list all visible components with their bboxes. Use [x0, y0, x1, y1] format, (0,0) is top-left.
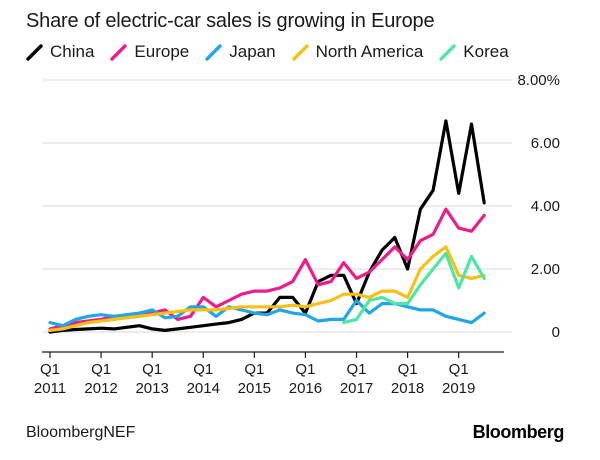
- legend-swatch-china: [26, 43, 43, 61]
- y-tick-label: 2.00: [531, 261, 560, 278]
- y-tick-label: 6.00: [531, 135, 560, 152]
- legend-label-china: China: [50, 42, 95, 61]
- y-tick-label: 0: [552, 324, 560, 341]
- series-line-korea: [342, 251, 486, 325]
- chart-title: Share of electric-car sales is growing i…: [26, 10, 435, 32]
- series-line-china: [48, 119, 486, 334]
- x-tick-label-year: 2018: [391, 380, 424, 397]
- x-tick-label-year: 2013: [135, 380, 168, 397]
- x-tick-label-quarter: Q1: [40, 361, 60, 378]
- x-tick-label-quarter: Q1: [91, 361, 111, 378]
- x-tick-label-quarter: Q1: [244, 361, 264, 378]
- legend-swatch-japan: [205, 43, 222, 61]
- grid-lines: [42, 79, 512, 353]
- x-tick-label-year: 2011: [34, 380, 66, 397]
- series-lines: [48, 119, 486, 334]
- legend-item-north-america: North America: [291, 42, 424, 62]
- x-tick-label-year: 2015: [238, 380, 271, 397]
- legend-item-korea: Korea: [439, 42, 509, 62]
- bloomberg-logo: Bloomberg: [472, 422, 565, 442]
- legend-item-china: China: [26, 42, 94, 62]
- legend-swatch-north-america: [291, 43, 309, 61]
- legend-label-north-america: North America: [315, 42, 424, 61]
- legend-label-japan: Japan: [229, 42, 276, 61]
- x-tick-label-quarter: Q1: [398, 361, 418, 378]
- x-tick-label-quarter: Q1: [142, 361, 162, 378]
- legend-label-europe: Europe: [134, 42, 190, 61]
- x-tick-label-year: 2014: [187, 380, 220, 397]
- y-tick-label: 8.00%: [517, 72, 560, 89]
- x-tick-label-quarter: Q1: [193, 361, 213, 378]
- x-tick-label-year: 2017: [340, 380, 373, 397]
- x-tick-label-quarter: Q1: [449, 361, 469, 378]
- legend-item-europe: Europe: [110, 42, 189, 62]
- chart-legend: China Europe Japan North America Korea: [26, 42, 509, 62]
- x-tick-label-quarter: Q1: [295, 361, 315, 378]
- x-axis-ticks: Q1 2011 Q1 2012 Q1 2013 Q1 2014 Q1 2015 Q1 2016 Q1 20…: [34, 352, 475, 397]
- legend-swatch-korea: [439, 43, 456, 61]
- y-tick-label: 4.00: [531, 198, 560, 215]
- x-tick-label-quarter: Q1: [347, 361, 367, 378]
- legend-label-korea: Korea: [463, 42, 509, 61]
- x-tick-label-year: 2019: [442, 380, 475, 397]
- legend-swatch-europe: [110, 43, 128, 61]
- legend-item-japan: Japan: [205, 42, 276, 62]
- x-tick-label-year: 2016: [289, 380, 322, 397]
- series-line-japan: [48, 298, 486, 328]
- source-label: BloombergNEF: [26, 424, 136, 441]
- y-axis-ticks: 0 2.00 4.00 6.00 8.00%: [517, 72, 560, 341]
- series-line-north-america: [48, 245, 486, 332]
- x-tick-label-year: 2012: [84, 380, 117, 397]
